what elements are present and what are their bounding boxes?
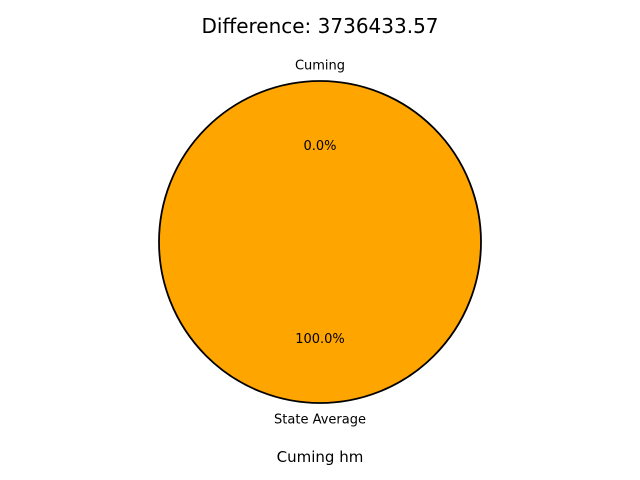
slice-pct-label-1: 100.0% [295,332,345,347]
slice-label-0: Cuming [295,58,345,73]
pie-slice-1 [158,80,482,404]
x-axis-label: Cuming hm [277,448,364,466]
slice-pct-label-0: 0.0% [303,139,336,154]
pie-labels: Cuming 0.0% State Average 100.0% [274,58,366,427]
slice-label-1: State Average [274,413,366,428]
pie-slices [158,80,482,404]
chart-title: Difference: 3736433.57 [201,14,438,38]
